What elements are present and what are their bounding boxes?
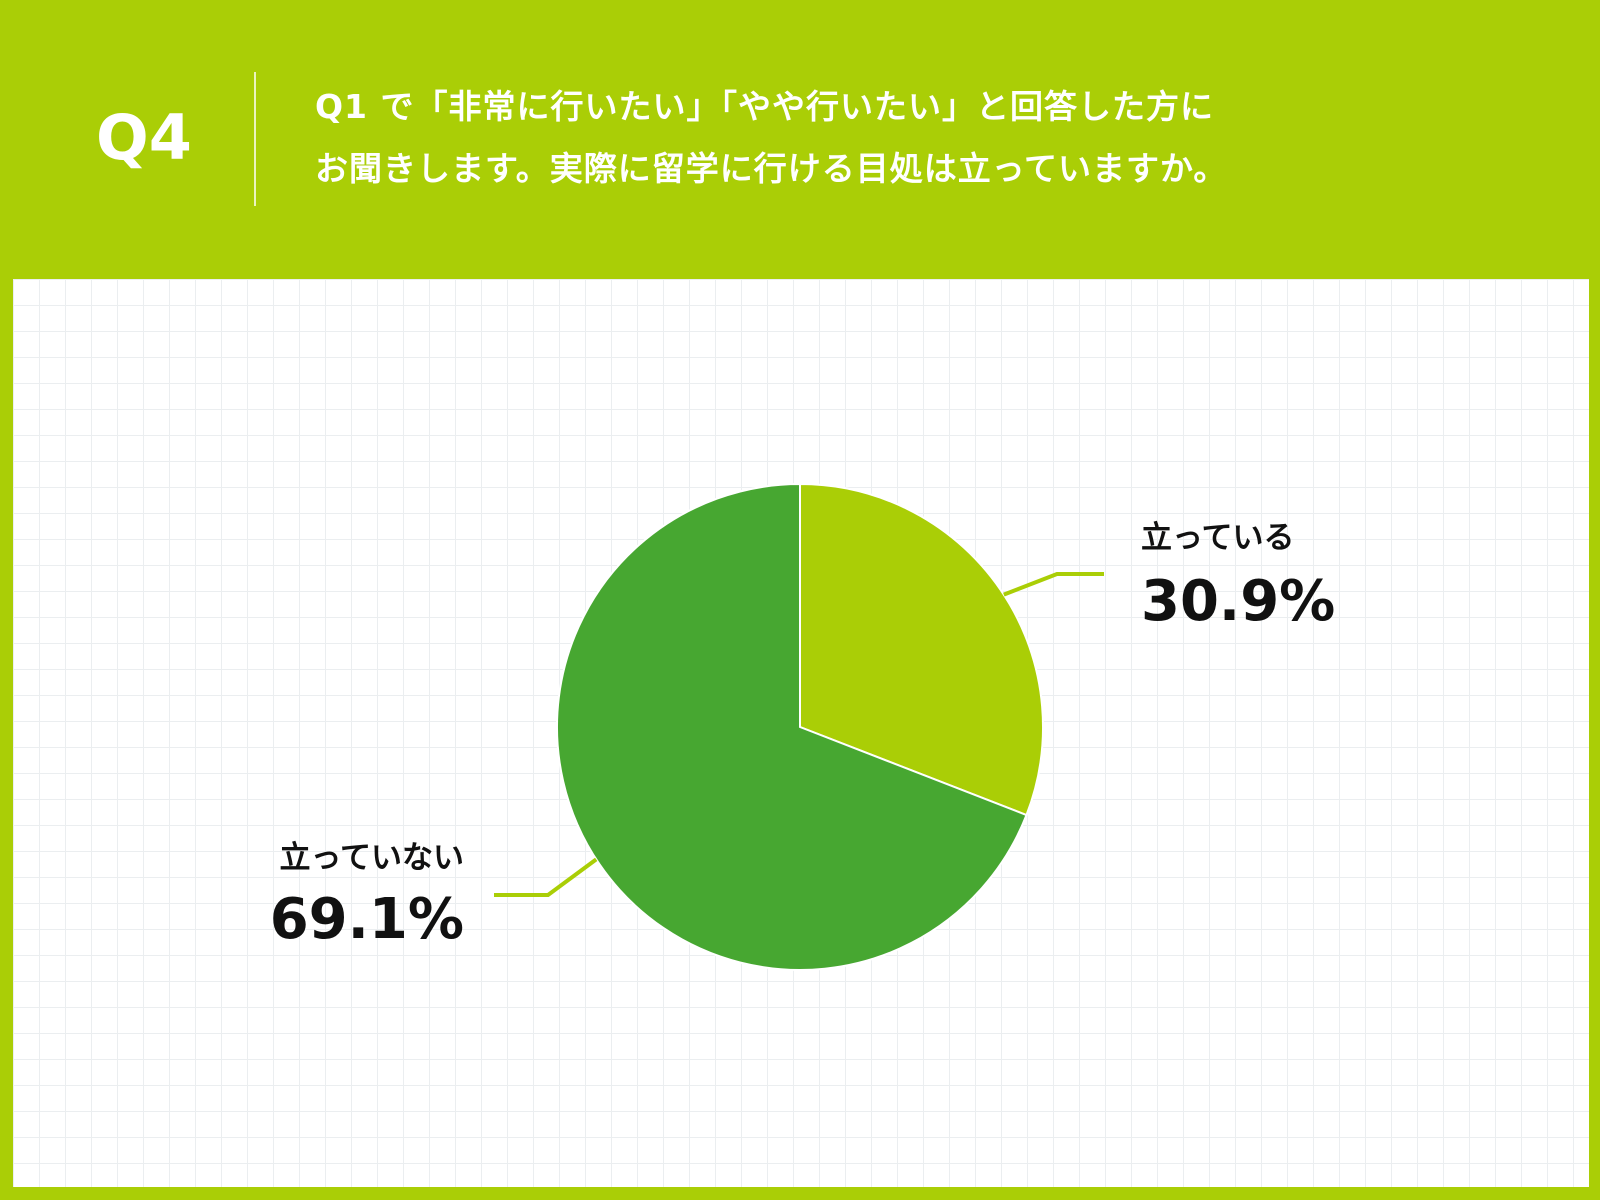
slice-value-1: 30.9% [1141,569,1335,634]
slice-label-2: 立っていない [280,840,464,876]
header-divider [254,72,256,206]
pie-slice-1 [799,482,1044,817]
leader-line-2 [494,857,598,897]
leader-line-1 [1003,572,1104,597]
question-text: Q1 で「非常に行いたい」「やや行いたい」と回答した方に お聞きします。実際に留… [315,76,1575,200]
slice-label-1: 立っている [1141,520,1294,556]
pie-slices [556,482,1044,971]
question-line-2: お聞きします。実際に留学に行ける目処は立っていますか。 [315,149,1228,188]
question-line-1: Q1 で「非常に行いたい」「やや行いたい」と回答した方に [315,87,1215,126]
question-number: Q4 [96,101,192,174]
slice-value-2: 69.1% [270,887,464,952]
question-header: Q4 Q1 で「非常に行いたい」「やや行いたい」と回答した方に お聞きします。実… [0,0,1600,280]
pie-slice-2 [556,482,1028,971]
